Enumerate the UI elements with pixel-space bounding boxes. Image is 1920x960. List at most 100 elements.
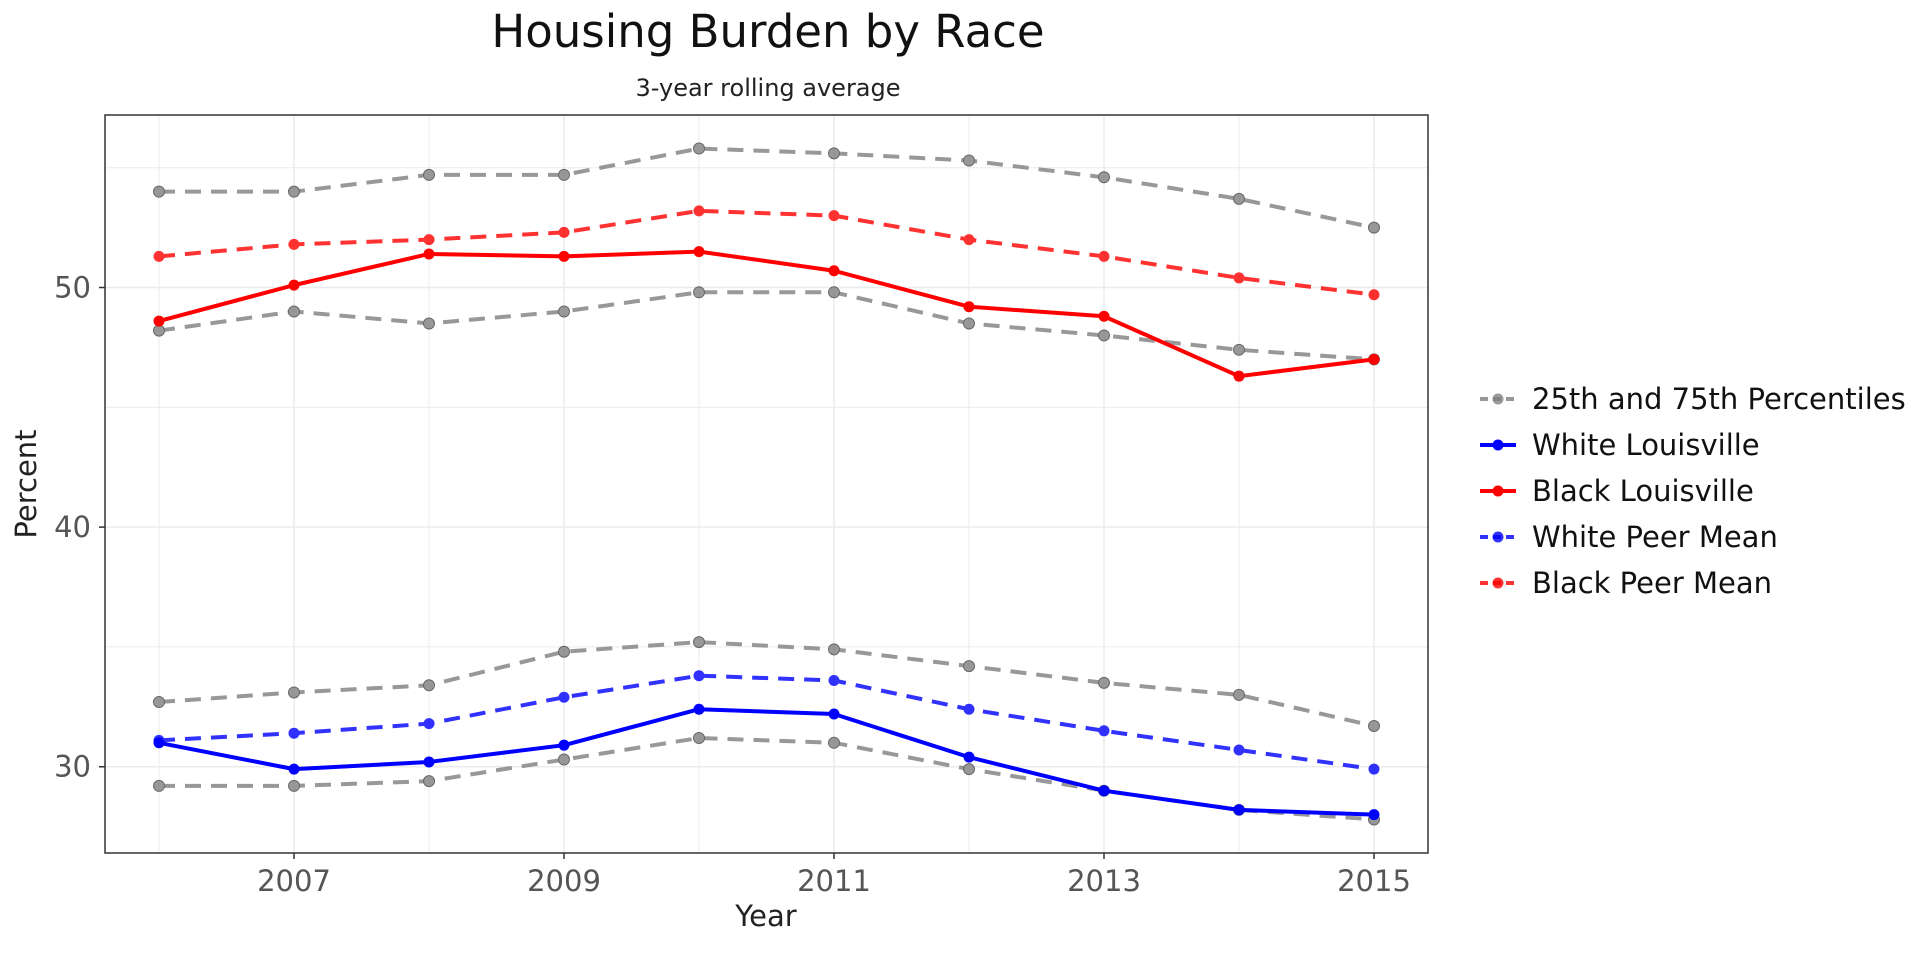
x-tick-label: 2015 (1337, 864, 1411, 898)
series-percentile-band (153, 636, 1380, 733)
data-point (558, 226, 570, 238)
legend-swatch-point (1492, 485, 1504, 497)
data-point (828, 736, 840, 749)
legend-label: White Peer Mean (1532, 520, 1778, 554)
data-point (1098, 250, 1110, 262)
data-point (963, 660, 975, 673)
data-point (288, 727, 300, 739)
series-line (158, 290, 1375, 362)
x-tick-label: 2011 (797, 864, 871, 898)
data-point (1098, 310, 1110, 322)
data-point (558, 168, 570, 181)
y-tick-label: 40 (54, 510, 91, 544)
plot-border (104, 114, 1429, 854)
data-point (1368, 763, 1380, 775)
legend-label: White Louisville (1532, 428, 1760, 462)
legend-item: Black Peer Mean (1480, 566, 1772, 600)
data-point (558, 739, 570, 751)
data-point (423, 234, 435, 246)
legend-swatch-point (1492, 439, 1504, 451)
series-white-louisville (153, 703, 1380, 821)
data-point (558, 691, 570, 703)
y-axis-title: Percent (9, 429, 43, 538)
series-line (159, 735, 1375, 822)
data-point (423, 775, 435, 788)
legend-label: Black Peer Mean (1532, 566, 1772, 600)
data-point (693, 670, 705, 682)
series-line (158, 640, 1375, 728)
data-point (693, 286, 705, 299)
data-point (288, 763, 300, 775)
data-point (963, 751, 975, 763)
legend-swatch-point (1492, 393, 1504, 405)
data-point (288, 185, 300, 198)
data-point (1233, 272, 1245, 284)
legend-item: White Peer Mean (1480, 520, 1778, 554)
x-axis-title: Year (734, 899, 796, 933)
data-point (828, 674, 840, 686)
data-point (1368, 720, 1380, 733)
legend: 25th and 75th Percentiles White Louisvill… (1480, 382, 1906, 600)
data-point (153, 324, 165, 337)
data-point (1233, 688, 1245, 701)
series-line (158, 208, 1375, 297)
legend-label: 25th and 75th Percentiles (1532, 382, 1906, 416)
data-point (693, 731, 705, 744)
data-point (828, 147, 840, 160)
data-point (963, 301, 975, 313)
data-point (828, 265, 840, 277)
data-point (153, 250, 165, 262)
legend-item: 25th and 75th Percentiles (1480, 382, 1906, 416)
data-point (963, 234, 975, 246)
series-percentile-band (153, 142, 1380, 234)
axis-ticks: 2007 2009 2011 2013 2015 30 40 50 (54, 271, 1411, 898)
data-point (153, 737, 165, 749)
x-tick-label: 2013 (1067, 864, 1141, 898)
data-point (1233, 804, 1245, 816)
data-point (1368, 809, 1380, 821)
data-point (423, 168, 435, 181)
data-point (1098, 171, 1110, 184)
data-point (288, 238, 300, 250)
series-white-peer-mean (153, 670, 1380, 775)
series-line (158, 673, 1375, 772)
data-point (558, 250, 570, 262)
data-point (828, 708, 840, 720)
series-black-louisville (153, 246, 1380, 382)
data-point (1233, 343, 1245, 356)
series-black-peer-mean (153, 205, 1380, 301)
x-tick-label: 2009 (527, 864, 601, 898)
data-point (1233, 744, 1245, 756)
legend-label: Black Louisville (1532, 474, 1754, 508)
data-point (558, 645, 570, 658)
data-point (963, 317, 975, 330)
data-point (423, 317, 435, 330)
data-point (288, 779, 300, 792)
data-point (1233, 192, 1245, 205)
chart-subtitle: 3-year rolling average (635, 74, 900, 102)
data-point (693, 703, 705, 715)
data-point (558, 753, 570, 766)
legend-swatch-point (1492, 531, 1504, 543)
legend-swatch-point (1492, 577, 1504, 589)
data-point (963, 763, 975, 776)
data-point (153, 315, 165, 327)
data-point (288, 686, 300, 699)
x-tick-label: 2007 (257, 864, 331, 898)
y-tick-label: 30 (54, 750, 91, 784)
data-point (1233, 370, 1245, 382)
series-line (158, 707, 1375, 817)
data-point (1368, 221, 1380, 234)
chart-title: Housing Burden by Race (491, 5, 1044, 58)
data-point (1098, 676, 1110, 689)
data-point (828, 286, 840, 299)
series-line (158, 249, 1375, 379)
data-point (963, 703, 975, 715)
data-point (828, 643, 840, 656)
data-point (423, 756, 435, 768)
data-point (423, 248, 435, 260)
data-point (288, 279, 300, 291)
data-point (423, 718, 435, 730)
series-line (159, 146, 1375, 230)
